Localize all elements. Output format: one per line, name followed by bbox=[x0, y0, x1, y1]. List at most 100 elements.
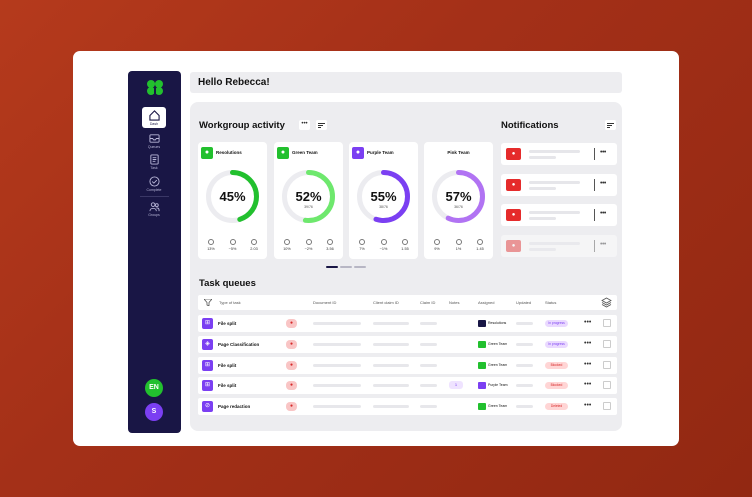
clock-icon bbox=[208, 239, 214, 245]
notification-item[interactable]: ● ••• bbox=[501, 174, 617, 196]
notification-more-button[interactable]: ••• bbox=[600, 149, 606, 156]
progress-arc bbox=[206, 170, 259, 223]
user-icon bbox=[380, 239, 387, 245]
notification-item[interactable]: ● ••• bbox=[501, 204, 617, 226]
team-icon bbox=[478, 362, 486, 369]
priority-icon: ● bbox=[286, 381, 297, 390]
team-stats: 9% 1% 1.45 bbox=[427, 239, 490, 251]
row-more-button[interactable]: ••• bbox=[584, 340, 592, 347]
inbox-icon bbox=[148, 134, 160, 143]
team-card-green[interactable]: ● Green Team 52% 39/76 10% ~2% 3.56 bbox=[274, 142, 343, 259]
crop-icon: ⊞ bbox=[202, 318, 213, 329]
notification-item[interactable]: ● ••• bbox=[501, 235, 617, 257]
carousel-dot[interactable] bbox=[354, 266, 366, 268]
team-icon bbox=[478, 403, 486, 410]
column-header[interactable]: Document ID bbox=[313, 300, 337, 305]
row-more-button[interactable]: ••• bbox=[584, 381, 592, 388]
progress-arc bbox=[432, 170, 485, 223]
sidebar-divider bbox=[140, 196, 169, 197]
table-row[interactable]: ⊞ File split ● Green Team Blocked ••• bbox=[198, 357, 617, 374]
filter-icon[interactable] bbox=[204, 299, 212, 306]
stat-value: ~2% bbox=[304, 247, 313, 251]
row-checkbox[interactable] bbox=[603, 340, 611, 348]
task-type: Page Classification bbox=[218, 342, 260, 347]
sidebar-item-task[interactable]: Task bbox=[142, 154, 166, 170]
table-row[interactable]: ◈ Page Classification ● Green Team In pr… bbox=[198, 336, 617, 353]
task-queues-title: Task queues bbox=[199, 278, 256, 289]
column-header[interactable]: Assigned bbox=[478, 300, 495, 305]
sidebar-item-complete[interactable]: Complete bbox=[142, 176, 166, 192]
progress-ring bbox=[357, 170, 410, 223]
timer-icon bbox=[251, 239, 257, 245]
stat-value: ~1% bbox=[379, 247, 388, 251]
team-percent: 57% bbox=[445, 189, 472, 204]
column-header[interactable]: Type of task bbox=[219, 300, 241, 305]
column-header[interactable]: Notes bbox=[449, 300, 460, 305]
row-checkbox[interactable] bbox=[603, 381, 611, 389]
notification-more-button[interactable]: ••• bbox=[600, 180, 606, 187]
clock-icon bbox=[284, 239, 290, 245]
user-avatar[interactable]: S bbox=[145, 403, 163, 421]
team-card-purple[interactable]: ● Purple Team 55% 38/76 7% ~1% 1.55 bbox=[349, 142, 418, 259]
notification-item[interactable]: ● ••• bbox=[501, 143, 617, 165]
row-checkbox[interactable] bbox=[603, 402, 611, 410]
sidebar-item-dash[interactable]: Dash bbox=[142, 107, 166, 128]
row-more-button[interactable]: ••• bbox=[584, 361, 592, 368]
carousel-dot[interactable] bbox=[340, 266, 352, 268]
leaf-logo-icon[interactable] bbox=[146, 79, 164, 97]
timer-icon bbox=[327, 239, 333, 245]
table-row[interactable]: ⊞ File split ● 1 Purple Team Blocked ••• bbox=[198, 377, 617, 394]
carousel-dot-active[interactable] bbox=[326, 266, 338, 268]
team-card-resolutions[interactable]: ● Resolutions 45% 13% ~5% 2.03 bbox=[198, 142, 267, 259]
progress-ring bbox=[432, 170, 485, 223]
assigned-team: Green Team bbox=[488, 342, 508, 346]
stat-value: ~5% bbox=[228, 247, 237, 251]
column-header[interactable]: Updated bbox=[516, 300, 532, 305]
workgroup-more-button[interactable]: ••• bbox=[299, 120, 310, 130]
task-table-header: Type of task Document ID Client claim ID… bbox=[198, 295, 617, 310]
column-header[interactable]: Status bbox=[545, 300, 557, 305]
row-checkbox[interactable] bbox=[603, 319, 611, 327]
assigned-team: Resolutions bbox=[488, 321, 507, 325]
stat-value: 10% bbox=[283, 247, 291, 251]
team-icon bbox=[478, 320, 486, 327]
table-row[interactable]: ⊞ File split ● Resolutions In progress •… bbox=[198, 315, 617, 332]
stat-value: 3.56 bbox=[326, 247, 334, 251]
home-icon bbox=[148, 110, 160, 121]
greeting-header: Hello Rebecca! bbox=[190, 72, 622, 93]
column-header[interactable]: Claim ID bbox=[420, 300, 436, 305]
user-icon bbox=[455, 239, 462, 245]
sidebar-item-groups[interactable]: Groups bbox=[142, 201, 166, 217]
row-more-button[interactable]: ••• bbox=[584, 402, 592, 409]
crop-icon: ⊞ bbox=[202, 380, 213, 391]
users-icon: ● bbox=[277, 147, 289, 159]
stat-value: 7% bbox=[359, 247, 365, 251]
team-subtext: 36/76 bbox=[454, 205, 463, 209]
notes-badge[interactable]: 1 bbox=[449, 381, 463, 389]
users-icon: ● bbox=[201, 147, 213, 159]
sidebar-item-label: Task bbox=[150, 166, 158, 170]
team-subtext: 38/76 bbox=[379, 205, 388, 209]
notification-more-button[interactable]: ••• bbox=[600, 210, 606, 217]
row-more-button[interactable]: ••• bbox=[584, 319, 592, 326]
notifications-title: Notifications bbox=[501, 120, 559, 131]
block-icon: ⊘ bbox=[202, 401, 213, 412]
notification-more-button[interactable]: ••• bbox=[600, 241, 606, 248]
users-icon bbox=[148, 202, 160, 212]
team-name: Pink Team bbox=[447, 150, 470, 155]
row-checkbox[interactable] bbox=[603, 361, 611, 369]
workgroup-filter-button[interactable] bbox=[316, 120, 327, 130]
layers-icon[interactable] bbox=[601, 297, 612, 308]
team-card-pink[interactable]: Pink Team 57% 36/76 9% 1% 1.45 bbox=[424, 142, 493, 259]
table-row[interactable]: ⊘ Page redaction ● Green Team Deleted ••… bbox=[198, 398, 617, 415]
priority-icon: ● bbox=[286, 340, 297, 349]
notifications-filter-button[interactable] bbox=[605, 120, 616, 130]
priority-icon: ● bbox=[286, 402, 297, 411]
sidebar-item-queues[interactable]: Queues bbox=[142, 133, 166, 149]
stat-value: 1.55 bbox=[401, 247, 409, 251]
language-button[interactable]: EN bbox=[145, 379, 163, 397]
stat-value: 9% bbox=[434, 247, 440, 251]
column-header[interactable]: Client claim ID bbox=[373, 300, 399, 305]
team-percent: 45% bbox=[219, 189, 246, 204]
progress-arc bbox=[357, 170, 410, 223]
